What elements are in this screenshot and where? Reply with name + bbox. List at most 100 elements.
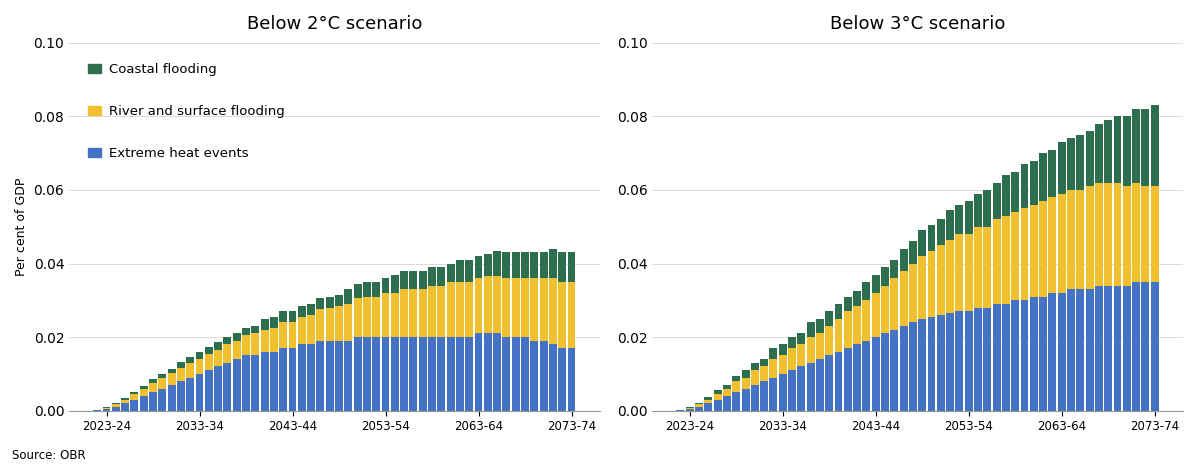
Title: Below 2°C scenario: Below 2°C scenario — [247, 15, 422, 33]
Bar — [1057, 142, 1066, 194]
Bar — [826, 311, 833, 326]
Bar — [1049, 149, 1056, 198]
Bar — [983, 227, 991, 308]
Bar — [760, 359, 768, 367]
Bar — [928, 251, 936, 317]
Bar — [176, 381, 185, 410]
Bar — [344, 304, 353, 341]
Bar — [493, 276, 502, 333]
Bar — [530, 278, 539, 341]
Bar — [223, 344, 232, 363]
Bar — [335, 295, 343, 306]
Bar — [214, 350, 222, 367]
Bar — [992, 183, 1001, 219]
Bar — [816, 318, 824, 333]
Bar — [806, 337, 815, 363]
Bar — [704, 400, 713, 403]
Bar — [362, 297, 371, 337]
Bar — [121, 398, 130, 400]
Bar — [540, 278, 547, 341]
Bar — [788, 337, 796, 348]
Bar — [685, 409, 694, 410]
Bar — [946, 313, 954, 410]
Bar — [307, 304, 316, 315]
Bar — [695, 403, 703, 404]
Bar — [186, 377, 194, 410]
Bar — [131, 392, 138, 394]
Bar — [233, 341, 241, 359]
Bar — [196, 374, 204, 410]
Bar — [493, 333, 502, 410]
Bar — [456, 282, 464, 337]
Bar — [288, 322, 296, 348]
Bar — [251, 326, 259, 333]
Bar — [372, 337, 380, 410]
Bar — [1067, 289, 1075, 410]
Bar — [521, 278, 529, 337]
Bar — [1114, 116, 1122, 183]
Bar — [797, 344, 805, 367]
Bar — [1132, 282, 1140, 410]
Bar — [1086, 131, 1093, 186]
Bar — [900, 249, 907, 271]
Bar — [168, 369, 175, 373]
Bar — [871, 337, 880, 410]
Bar — [695, 404, 703, 407]
Bar — [826, 355, 833, 410]
Bar — [844, 348, 852, 410]
Bar — [168, 373, 175, 385]
Bar — [242, 355, 250, 410]
Bar — [102, 408, 110, 409]
Bar — [280, 348, 287, 410]
Bar — [158, 377, 167, 389]
Bar — [1030, 161, 1038, 205]
Bar — [558, 348, 566, 410]
Bar — [288, 348, 296, 410]
Title: Below 3°C scenario: Below 3°C scenario — [830, 15, 1006, 33]
Bar — [714, 400, 721, 410]
Bar — [548, 249, 557, 278]
Bar — [722, 389, 731, 396]
Bar — [521, 337, 529, 410]
Bar — [816, 359, 824, 410]
Bar — [168, 385, 175, 410]
Bar — [714, 390, 721, 394]
Bar — [540, 341, 547, 410]
Bar — [1057, 194, 1066, 293]
Bar — [419, 337, 427, 410]
Bar — [1076, 135, 1085, 190]
Bar — [732, 392, 740, 410]
Bar — [797, 367, 805, 410]
Bar — [928, 225, 936, 251]
Bar — [955, 311, 964, 410]
Bar — [317, 341, 324, 410]
Bar — [928, 317, 936, 410]
Bar — [779, 374, 787, 410]
Bar — [223, 337, 232, 344]
Bar — [437, 267, 445, 286]
Bar — [270, 328, 278, 352]
Bar — [779, 344, 787, 355]
Bar — [139, 389, 148, 396]
Bar — [260, 352, 269, 410]
Bar — [335, 341, 343, 410]
Bar — [400, 271, 408, 289]
Bar — [372, 282, 380, 297]
Bar — [511, 253, 520, 278]
Bar — [1114, 183, 1122, 286]
Bar — [139, 396, 148, 410]
Bar — [196, 352, 204, 359]
Bar — [139, 386, 148, 389]
Bar — [344, 289, 353, 304]
Bar — [362, 282, 371, 297]
Bar — [714, 394, 721, 400]
Bar — [112, 404, 120, 407]
Bar — [1151, 186, 1159, 282]
Bar — [1030, 297, 1038, 410]
Bar — [881, 333, 889, 410]
Bar — [965, 311, 973, 410]
Bar — [428, 267, 436, 286]
Bar — [223, 363, 232, 410]
Bar — [1086, 186, 1093, 289]
Bar — [769, 348, 778, 359]
